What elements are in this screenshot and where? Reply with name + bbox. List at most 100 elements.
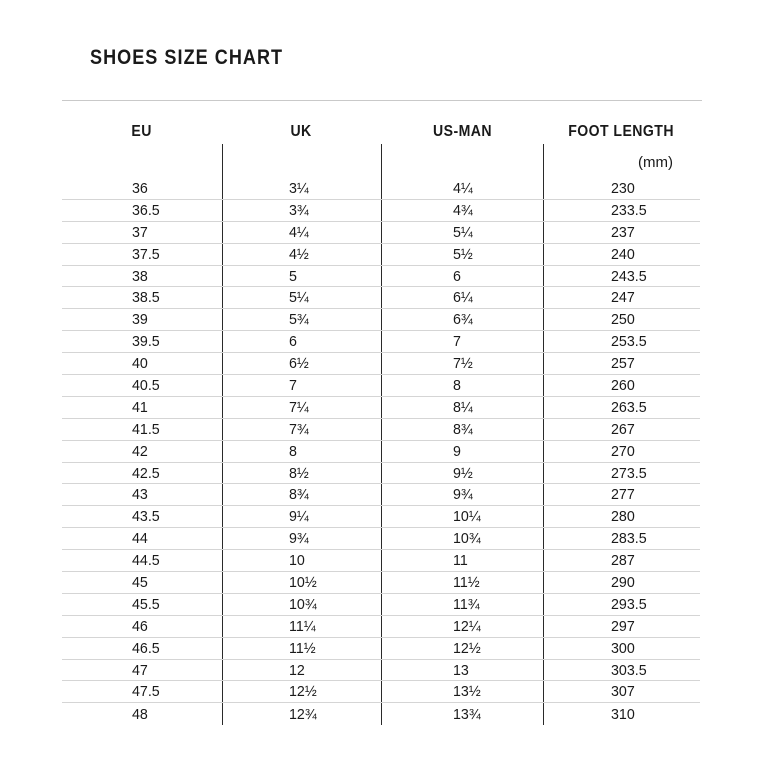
table-cell: 6¾ — [381, 309, 543, 331]
cell-value: 297 — [611, 617, 635, 635]
unit-label-text: (mm) — [638, 154, 673, 171]
table-cell: 4¾ — [381, 199, 543, 221]
table-cell: 12¼ — [381, 615, 543, 637]
column-header-us-man: US-MAN — [381, 120, 543, 144]
cell-value: 3¾ — [289, 201, 309, 219]
cell-value: 10½ — [289, 573, 317, 591]
cell-value: 243.5 — [611, 267, 647, 285]
cell-value: 4¼ — [453, 179, 473, 197]
cell-value: 273.5 — [611, 464, 647, 482]
cell-value: 42 — [132, 442, 148, 460]
cell-value: 39.5 — [132, 333, 160, 351]
cell-value: 5½ — [453, 245, 473, 263]
cell-value: 43 — [132, 486, 148, 504]
cell-value: 9¾ — [289, 530, 309, 548]
cell-value: 40.5 — [132, 376, 160, 394]
cell-value: 230 — [611, 179, 635, 197]
table-cell: 230 — [543, 178, 700, 199]
table-cell: 42.5 — [62, 463, 222, 484]
table-cell: 12 — [222, 659, 381, 681]
size-table: EU UK US-MAN FOOT LENGTH (mm) 36 3¼ 4¼ 230 3… — [62, 120, 700, 726]
cell-value: 3¼ — [289, 179, 309, 197]
cell-value: 247 — [611, 289, 635, 307]
column-header-label: FOOT LENGTH — [568, 123, 675, 140]
cell-value: 310 — [611, 705, 635, 723]
cell-value: 12½ — [453, 639, 481, 657]
cell-value: 11¼ — [289, 617, 316, 635]
table-cell: 300 — [543, 637, 700, 659]
table-row: 36.5 3¾ 4¾ 233.5 — [62, 199, 700, 222]
table-cell: 9¼ — [222, 506, 381, 528]
table-cell: 9 — [381, 440, 543, 462]
cell-value: 41 — [132, 398, 148, 416]
column-header-foot-length: FOOT LENGTH — [543, 120, 700, 144]
table-cell: 277 — [543, 484, 700, 506]
cell-value: 280 — [611, 508, 635, 526]
table-cell: 263.5 — [543, 396, 700, 418]
table-cell: 250 — [543, 309, 700, 331]
cell-value: 7 — [289, 376, 297, 394]
cell-value: 12¾ — [289, 705, 317, 723]
table-cell: 10¼ — [381, 506, 543, 528]
title-divider — [62, 100, 702, 101]
cell-value: 37.5 — [132, 245, 160, 263]
table-cell: 11 — [381, 550, 543, 572]
table-cell: 267 — [543, 418, 700, 440]
cell-value: 253.5 — [611, 333, 647, 351]
cell-value: 9¼ — [289, 508, 309, 526]
subheader-cell — [62, 144, 222, 178]
table-cell: 237 — [543, 221, 700, 243]
cell-value: 42.5 — [132, 464, 160, 482]
table-row: 46 11¼ 12¼ 297 — [62, 615, 700, 638]
cell-value: 11 — [453, 552, 468, 570]
cell-value: 250 — [611, 311, 635, 329]
table-cell: 45.5 — [62, 594, 222, 615]
cell-value: 10¾ — [289, 595, 317, 613]
table-cell: 10 — [222, 550, 381, 572]
table-row: 44.5 10 11 287 — [62, 550, 700, 573]
table-cell: 4¼ — [222, 221, 381, 243]
table-cell: 247 — [543, 287, 700, 309]
table-body: 36 3¼ 4¼ 230 36.5 3¾ 4¾ 233.5 37 4¼ 5¼ 237 37.5 4½ 5½ 2… — [62, 178, 700, 726]
table-row: 40.5 7 8 260 — [62, 375, 700, 397]
table-cell: 9¾ — [222, 528, 381, 550]
table-cell: 7¼ — [222, 396, 381, 418]
cell-value: 47.5 — [132, 683, 160, 701]
table-cell: 283.5 — [543, 528, 700, 550]
table-cell: 10¾ — [381, 528, 543, 550]
table-cell: 5¼ — [381, 221, 543, 243]
table-subheader-row: (mm) — [62, 144, 700, 178]
subheader-cell — [381, 144, 543, 178]
cell-value: 13 — [453, 661, 469, 679]
cell-value: 45.5 — [132, 595, 160, 613]
column-header-uk: UK — [222, 120, 381, 144]
table-cell: 39.5 — [62, 331, 222, 352]
cell-value: 8 — [453, 376, 461, 394]
table-cell: 47.5 — [62, 681, 222, 702]
table-cell: 5 — [222, 265, 381, 287]
cell-value: 307 — [611, 683, 635, 701]
table-cell: 45 — [62, 572, 222, 593]
cell-value: 8¼ — [453, 398, 473, 416]
table-cell: 7 — [222, 375, 381, 396]
table-row: 44 9¾ 10¾ 283.5 — [62, 528, 700, 551]
cell-value: 263.5 — [611, 398, 647, 416]
table-cell: 4¼ — [381, 178, 543, 199]
cell-value: 283.5 — [611, 530, 647, 548]
cell-value: 36.5 — [132, 201, 160, 219]
table-row: 43.5 9¼ 10¼ 280 — [62, 506, 700, 529]
table-row: 37.5 4½ 5½ 240 — [62, 243, 700, 266]
table-row: 46.5 11½ 12½ 300 — [62, 637, 700, 660]
table-row: 40 6½ 7½ 257 — [62, 353, 700, 376]
table-row: 38.5 5¼ 6¼ 247 — [62, 287, 700, 310]
table-cell: 12½ — [222, 681, 381, 703]
cell-value: 260 — [611, 376, 635, 394]
cell-value: 233.5 — [611, 201, 647, 219]
cell-value: 6¼ — [453, 289, 473, 307]
cell-value: 8¾ — [289, 486, 309, 504]
table-cell: 11½ — [222, 637, 381, 659]
cell-value: 237 — [611, 223, 635, 241]
table-row: 41.5 7¾ 8¾ 267 — [62, 418, 700, 441]
table-header-row: EU UK US-MAN FOOT LENGTH — [62, 120, 700, 144]
